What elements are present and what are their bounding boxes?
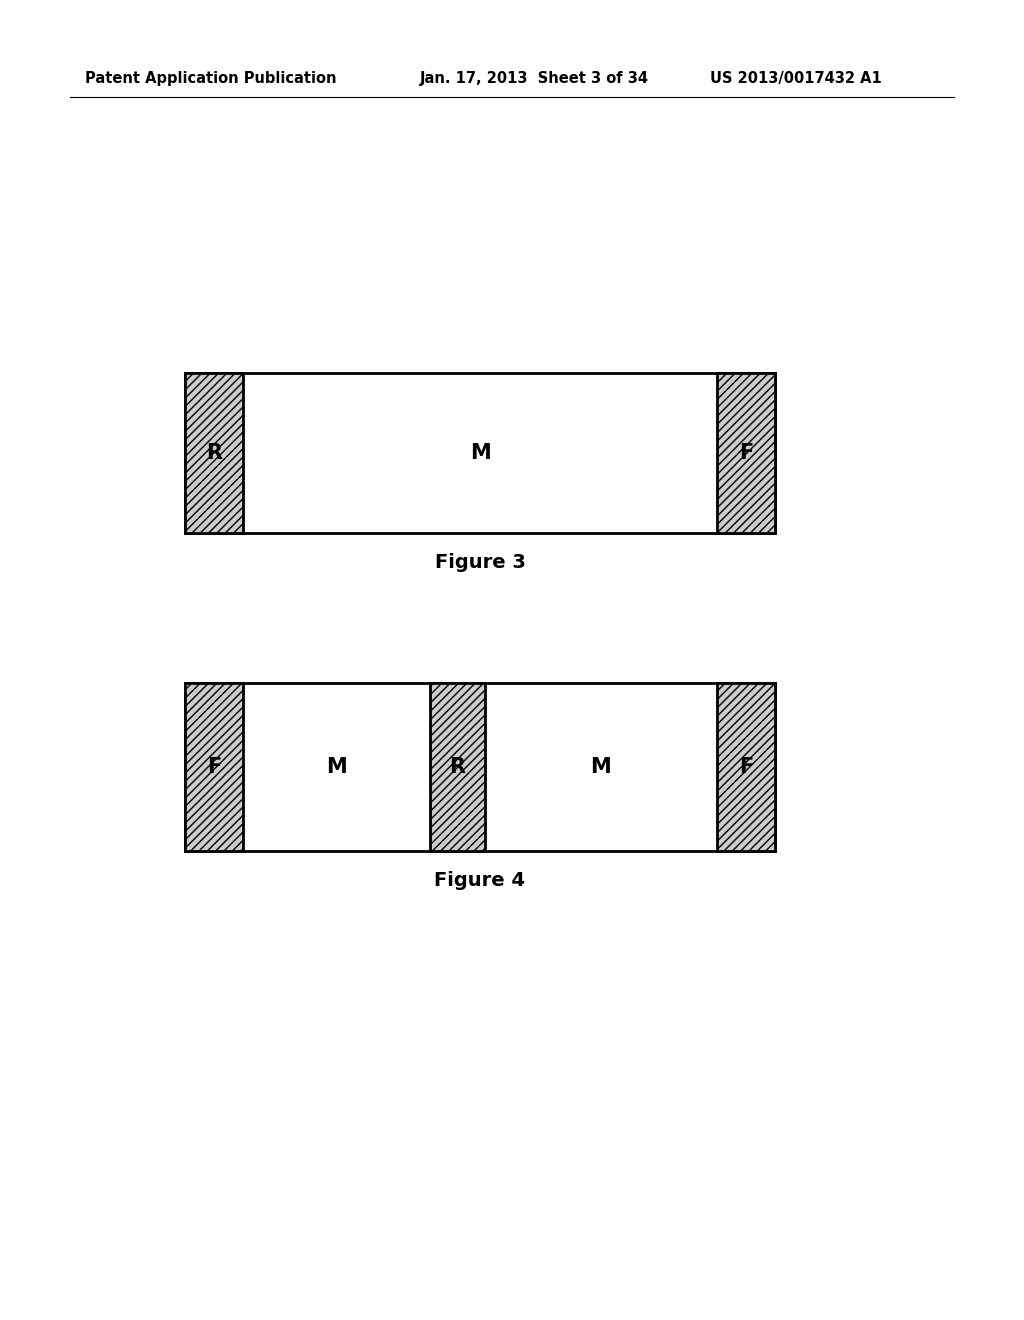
Text: M: M [470, 444, 490, 463]
Bar [185, 374, 775, 533]
Bar [185, 682, 243, 851]
Bar [717, 682, 775, 851]
Bar [717, 374, 775, 533]
Text: US 2013/0017432 A1: US 2013/0017432 A1 [710, 70, 882, 86]
Text: M: M [591, 756, 611, 777]
Bar [430, 682, 485, 851]
Text: F: F [207, 756, 221, 777]
Text: F: F [739, 756, 753, 777]
Text: M: M [326, 756, 347, 777]
Text: F: F [739, 444, 753, 463]
Bar [185, 374, 243, 533]
Text: Figure 4: Figure 4 [434, 871, 525, 891]
Text: Jan. 17, 2013  Sheet 3 of 34: Jan. 17, 2013 Sheet 3 of 34 [420, 70, 649, 86]
Text: Patent Application Publication: Patent Application Publication [85, 70, 337, 86]
Text: R: R [206, 444, 222, 463]
Text: Figure 3: Figure 3 [434, 553, 525, 573]
Bar [185, 682, 775, 851]
Text: R: R [450, 756, 466, 777]
